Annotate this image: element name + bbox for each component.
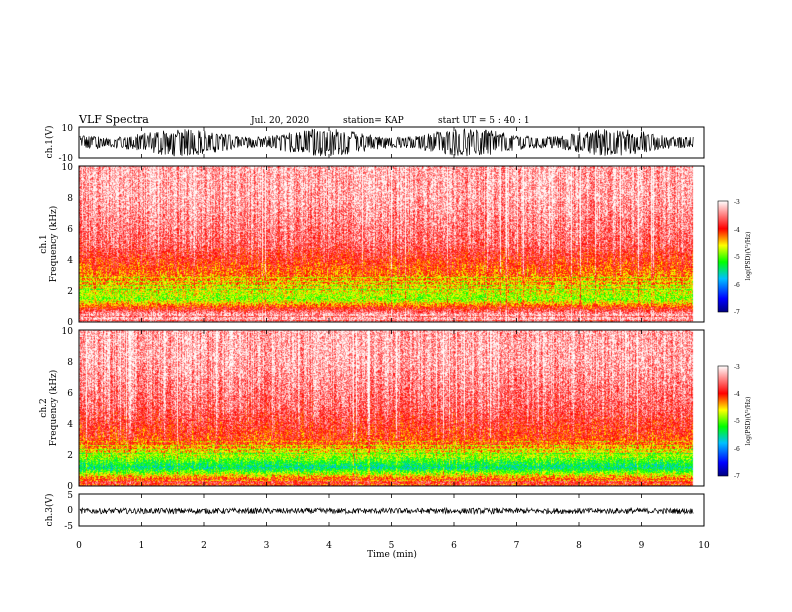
ch3-waveform-trace bbox=[79, 506, 694, 516]
ch1-spectrogram-channel-label: ch.1 bbox=[39, 234, 49, 253]
x-tick-label: 9 bbox=[639, 541, 645, 551]
ch2-spectrogram-image bbox=[79, 330, 704, 486]
ch3-waveform-panel: 5 0 -5 ch.3(V) bbox=[44, 491, 705, 532]
x-tick-label: 8 bbox=[576, 541, 582, 551]
station-label: station= KAP bbox=[343, 116, 404, 126]
ch1-spectrogram-image-holder bbox=[79, 166, 704, 322]
ch3-waveform-ylabel: ch.3(V) bbox=[44, 494, 55, 527]
ch2-freq-tick-2: 2 bbox=[67, 451, 73, 461]
ch2-cb-tick-m5: -5 bbox=[734, 418, 740, 425]
ch3-ytick-mid: 0 bbox=[67, 506, 73, 516]
ch1-cb-tick-m3: -3 bbox=[734, 199, 740, 206]
ch1-freq-tick-2: 2 bbox=[67, 287, 73, 297]
ch1-freq-tick-8: 8 bbox=[67, 194, 73, 204]
ch2-freq-tick-0: 0 bbox=[67, 482, 73, 492]
ch3-ytick-bottom: -5 bbox=[64, 522, 73, 532]
ch1-waveform-panel: 10 -10 ch.1(V) bbox=[44, 124, 705, 164]
ch1-cb-tick-m4: -4 bbox=[734, 227, 740, 234]
ch2-spectrogram-panel: 0 2 4 6 8 10 ch.2 Frequency (kHz) bbox=[39, 327, 705, 492]
ch1-colorbar: -3 -4 -5 -6 -7 log(PSD)(V²/Hz) bbox=[717, 199, 752, 316]
ch2-colorbar-gradient bbox=[717, 365, 729, 477]
x-tick-label: 2 bbox=[201, 541, 207, 551]
ch1-colorbar-gradient bbox=[717, 200, 729, 313]
ch1-colorbar-label: log(PSD)(V²/Hz) bbox=[745, 232, 752, 281]
ch1-cb-tick-m5: -5 bbox=[734, 254, 740, 261]
ch2-freq-tick-8: 8 bbox=[67, 358, 73, 368]
ch1-waveform-trace bbox=[79, 128, 694, 157]
chart-title: VLF Spectra bbox=[78, 113, 149, 126]
time-axis-label: Time (min) bbox=[367, 549, 417, 560]
ch1-cb-tick-m7: -7 bbox=[734, 309, 740, 316]
date-label: Jul. 20, 2020 bbox=[250, 116, 309, 126]
x-tick-label: 0 bbox=[76, 541, 82, 551]
ch1-waveform-ylabel: ch.1(V) bbox=[44, 126, 55, 159]
ch1-freq-tick-0: 0 bbox=[67, 318, 73, 328]
ch1-spectrogram-panel: 0 2 4 6 8 10 ch.1 Frequency (kHz) bbox=[39, 163, 705, 328]
x-tick-label: 6 bbox=[451, 541, 457, 551]
ch1-cb-tick-m6: -6 bbox=[734, 282, 740, 289]
ch2-spectrogram-channel-label: ch.2 bbox=[39, 398, 49, 417]
ch2-cb-tick-m7: -7 bbox=[734, 473, 740, 480]
ch2-spectrogram-image-holder bbox=[79, 330, 704, 486]
ch1-ytick-top: 10 bbox=[62, 124, 74, 134]
ch2-freq-tick-10: 10 bbox=[62, 327, 74, 337]
x-tick-label: 5 bbox=[389, 541, 395, 551]
ch1-spectrogram-ylabel: Frequency (kHz) bbox=[48, 206, 59, 283]
ch2-colorbar: -3 -4 -5 -6 -7 log(PSD)(V²/Hz) bbox=[717, 364, 752, 480]
time-axis: 0 1 2 3 4 5 6 7 8 9 10 bbox=[76, 127, 710, 551]
x-tick-label: 4 bbox=[326, 541, 332, 551]
ch2-freq-tick-4: 4 bbox=[67, 420, 73, 430]
ch1-ytick-bottom: -10 bbox=[59, 154, 74, 164]
ch2-cb-tick-m6: -6 bbox=[734, 446, 740, 453]
ch1-freq-tick-10: 10 bbox=[62, 163, 74, 173]
ch1-freq-tick-4: 4 bbox=[67, 256, 73, 266]
ch1-freq-tick-6: 6 bbox=[67, 225, 73, 235]
x-tick-label: 3 bbox=[264, 541, 270, 551]
start-ut-label: start UT = 5 : 40 : 1 bbox=[438, 116, 530, 126]
x-tick-label: 10 bbox=[698, 541, 710, 551]
ch1-spectrogram-image bbox=[79, 166, 704, 322]
x-tick-label: 1 bbox=[139, 541, 145, 551]
ch2-cb-tick-m4: -4 bbox=[734, 391, 740, 398]
ch2-colorbar-label: log(PSD)(V²/Hz) bbox=[745, 397, 752, 446]
ch2-spectrogram-ylabel: Frequency (kHz) bbox=[48, 370, 59, 447]
ch3-ytick-top: 5 bbox=[67, 491, 73, 501]
ch2-freq-tick-6: 6 bbox=[67, 389, 73, 399]
x-tick-label: 7 bbox=[514, 541, 520, 551]
ch2-cb-tick-m3: -3 bbox=[734, 364, 740, 371]
